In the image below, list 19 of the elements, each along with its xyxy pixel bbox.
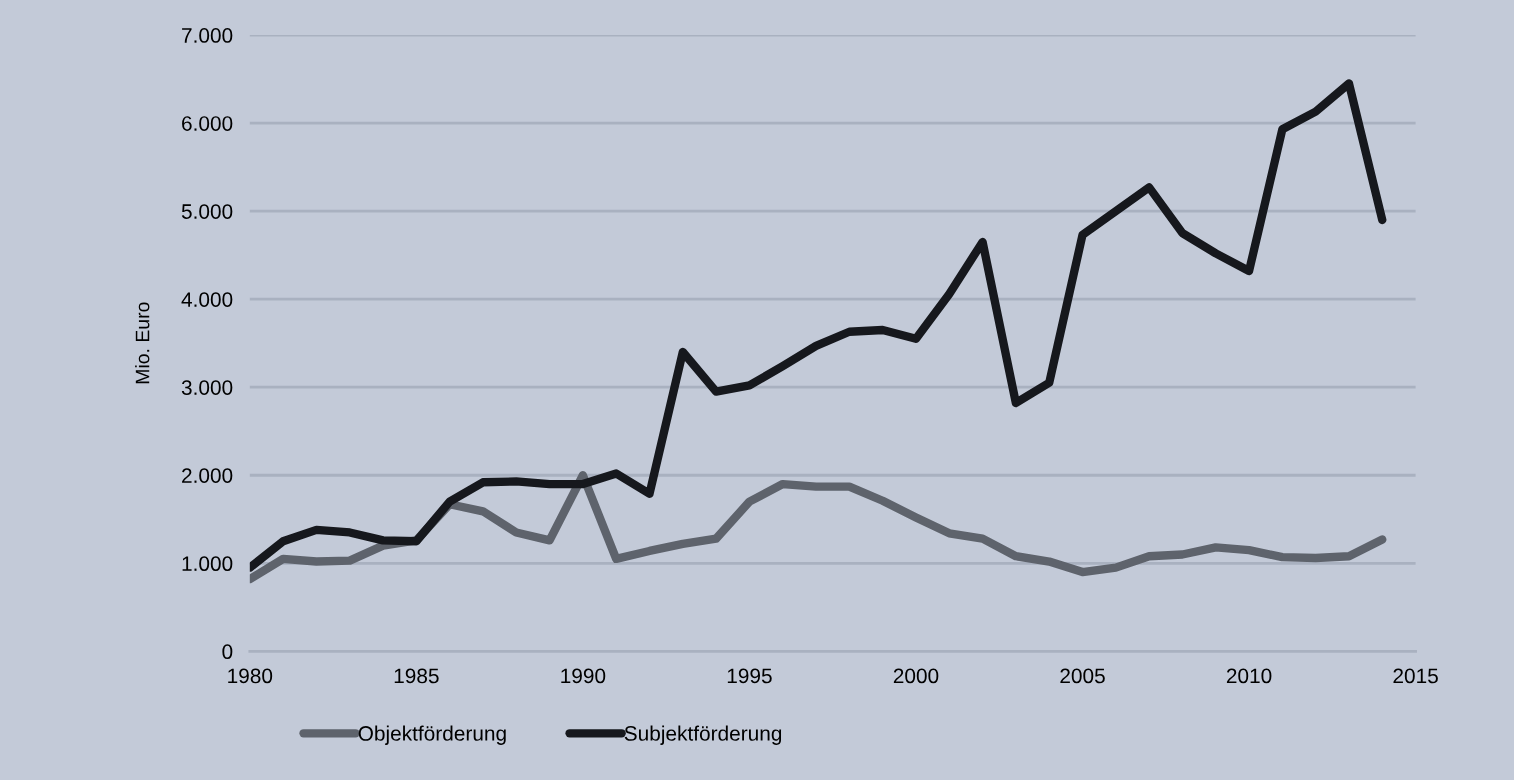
legend-label: Subjektförderung bbox=[624, 725, 782, 745]
x-tick-label: 1995 bbox=[727, 668, 772, 684]
y-tick-label: 4.000 bbox=[181, 292, 233, 307]
x-tick-label: 2010 bbox=[1226, 668, 1272, 684]
y-tick-label: 1.000 bbox=[182, 556, 233, 572]
y-tick-label: 5.000 bbox=[181, 204, 233, 219]
y-tick-label: 3.000 bbox=[181, 380, 233, 395]
y-tick-label: 2.000 bbox=[182, 468, 233, 483]
x-tick-label: 2015 bbox=[1393, 668, 1438, 684]
x-tick-label: 1980 bbox=[228, 668, 273, 684]
x-tick-label: 1990 bbox=[561, 668, 606, 684]
y-tick-label: 0 bbox=[222, 644, 233, 660]
x-tick-label: 2000 bbox=[893, 668, 939, 684]
legend-label: Objektförderung bbox=[358, 725, 506, 745]
x-tick-label: 1985 bbox=[394, 668, 439, 684]
y-tick-label: 6.000 bbox=[182, 116, 233, 131]
y-tick-label: 7.000 bbox=[182, 28, 233, 43]
x-tick-label: 2005 bbox=[1060, 668, 1105, 684]
y-axis-title: Mio. Euro bbox=[135, 302, 150, 384]
